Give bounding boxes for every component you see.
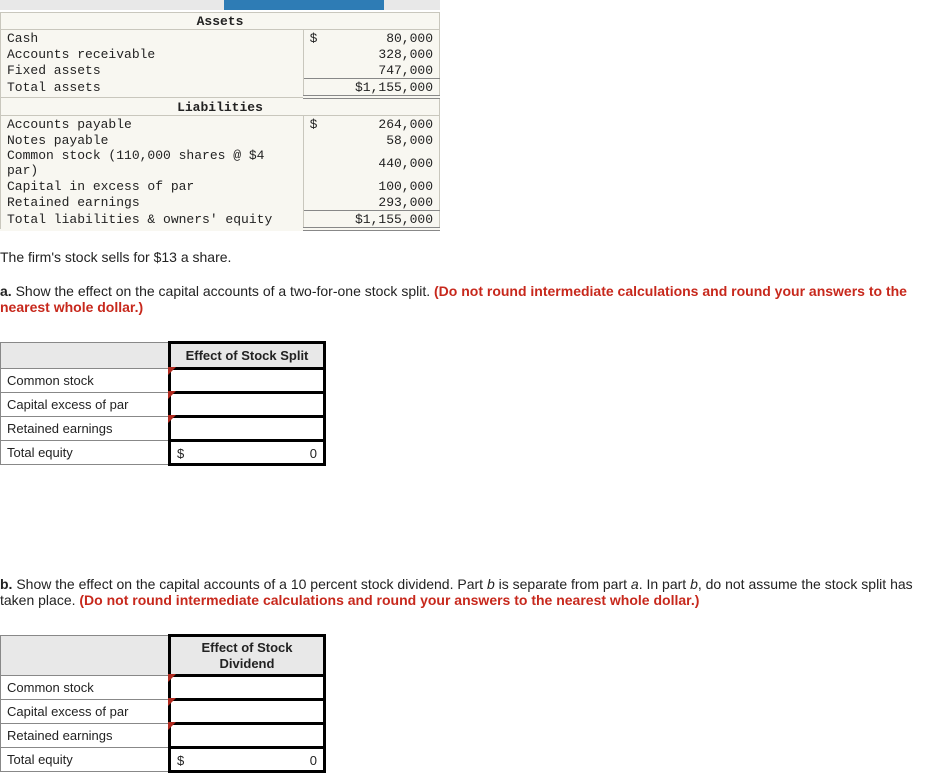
qb-i2: a <box>631 576 639 592</box>
total-assets-val: $1,155,000 <box>335 79 439 98</box>
row-label: Capital excess of par <box>1 393 170 417</box>
total-liab-val: $1,155,000 <box>335 211 439 230</box>
row-label: Retained earnings <box>1 724 170 748</box>
dollar-sign: $ <box>177 446 184 461</box>
liab-row-val: 264,000 <box>335 116 439 133</box>
qb-t2: is separate from part <box>495 576 631 592</box>
asset-row-sym: $ <box>303 30 335 47</box>
liab-row-val: 293,000 <box>335 194 439 211</box>
asset-row-val: 747,000 <box>335 62 439 79</box>
answer-table-b: Effect of Stock Dividend Common stock Ca… <box>0 634 326 773</box>
input-field[interactable] <box>171 370 323 391</box>
qb-t1: Show the effect on the capital accounts … <box>12 576 486 592</box>
input-common-stock-b[interactable] <box>170 676 325 700</box>
input-retained-b[interactable] <box>170 724 325 748</box>
asset-row-sym <box>303 62 335 79</box>
row-label: Common stock <box>1 676 170 700</box>
error-icon <box>168 367 176 375</box>
liab-row-label: Notes payable <box>1 132 304 148</box>
qb-i1: b <box>487 576 495 592</box>
answer-table-a: Effect of Stock Split Common stock Capit… <box>0 341 326 466</box>
row-label: Common stock <box>1 369 170 393</box>
error-icon <box>168 415 176 423</box>
liab-row-label: Retained earnings <box>1 194 304 211</box>
asset-row-val: 80,000 <box>335 30 439 47</box>
input-field[interactable] <box>171 725 323 746</box>
liab-row-sym <box>303 132 335 148</box>
input-field[interactable] <box>171 701 323 722</box>
liab-row-label: Accounts payable <box>1 116 304 133</box>
question-b-red: (Do not round intermediate calculations … <box>79 592 699 608</box>
liab-header: Liabilities <box>1 97 440 116</box>
blank-header <box>1 636 170 676</box>
total-value: 0 <box>310 446 317 461</box>
balance-sheet-table: Assets Cash $ 80,000 Accounts receivable… <box>0 12 440 231</box>
input-retained-a[interactable] <box>170 417 325 441</box>
row-label: Capital excess of par <box>1 700 170 724</box>
asset-row-label: Accounts receivable <box>1 46 304 62</box>
liab-row-val: 58,000 <box>335 132 439 148</box>
row-label: Retained earnings <box>1 417 170 441</box>
question-a: a. Show the effect on the capital accoun… <box>0 283 942 315</box>
question-b: b. Show the effect on the capital accoun… <box>0 576 942 608</box>
question-b-prefix: b. <box>0 576 12 592</box>
asset-row-sym <box>303 46 335 62</box>
input-common-stock-a[interactable] <box>170 369 325 393</box>
total-value: 0 <box>310 753 317 768</box>
liab-row-val: 440,000 <box>335 148 439 178</box>
error-icon <box>168 391 176 399</box>
liab-row-label: Common stock (110,000 shares @ $4 par) <box>1 148 304 178</box>
total-equity-b: $ 0 <box>170 748 325 772</box>
liab-row-label: Capital in excess of par <box>1 178 304 194</box>
total-assets-sym <box>303 79 335 98</box>
scrollbar-thumb[interactable] <box>224 0 384 10</box>
asset-row-label: Cash <box>1 30 304 47</box>
col-header-b: Effect of Stock Dividend <box>170 636 325 676</box>
error-icon <box>168 698 176 706</box>
qb-t3: . In part <box>639 576 690 592</box>
input-field[interactable] <box>171 418 323 439</box>
total-equity-a: $ 0 <box>170 441 325 465</box>
liab-row-sym <box>303 178 335 194</box>
row-label: Total equity <box>1 748 170 772</box>
col-header-a: Effect of Stock Split <box>170 343 325 369</box>
liab-row-sym <box>303 194 335 211</box>
qb-i3: b <box>690 576 698 592</box>
total-liab-sym <box>303 211 335 230</box>
liab-row-sym: $ <box>303 116 335 133</box>
dollar-sign: $ <box>177 753 184 768</box>
balance-scrollbar[interactable] <box>0 0 440 10</box>
error-icon <box>168 722 176 730</box>
input-field[interactable] <box>171 677 323 698</box>
liab-row-sym <box>303 148 335 178</box>
asset-row-label: Fixed assets <box>1 62 304 79</box>
asset-row-val: 328,000 <box>335 46 439 62</box>
liab-row-val: 100,000 <box>335 178 439 194</box>
question-a-text: Show the effect on the capital accounts … <box>12 283 434 299</box>
row-label: Total equity <box>1 441 170 465</box>
total-liab-label: Total liabilities & owners' equity <box>1 211 304 230</box>
total-assets-label: Total assets <box>1 79 304 98</box>
input-capital-excess-b[interactable] <box>170 700 325 724</box>
blank-header <box>1 343 170 369</box>
intro-text: The firm's stock sells for $13 a share. <box>0 249 942 265</box>
input-capital-excess-a[interactable] <box>170 393 325 417</box>
assets-header: Assets <box>1 13 440 30</box>
error-icon <box>168 674 176 682</box>
input-field[interactable] <box>171 394 323 415</box>
question-a-prefix: a. <box>0 283 12 299</box>
